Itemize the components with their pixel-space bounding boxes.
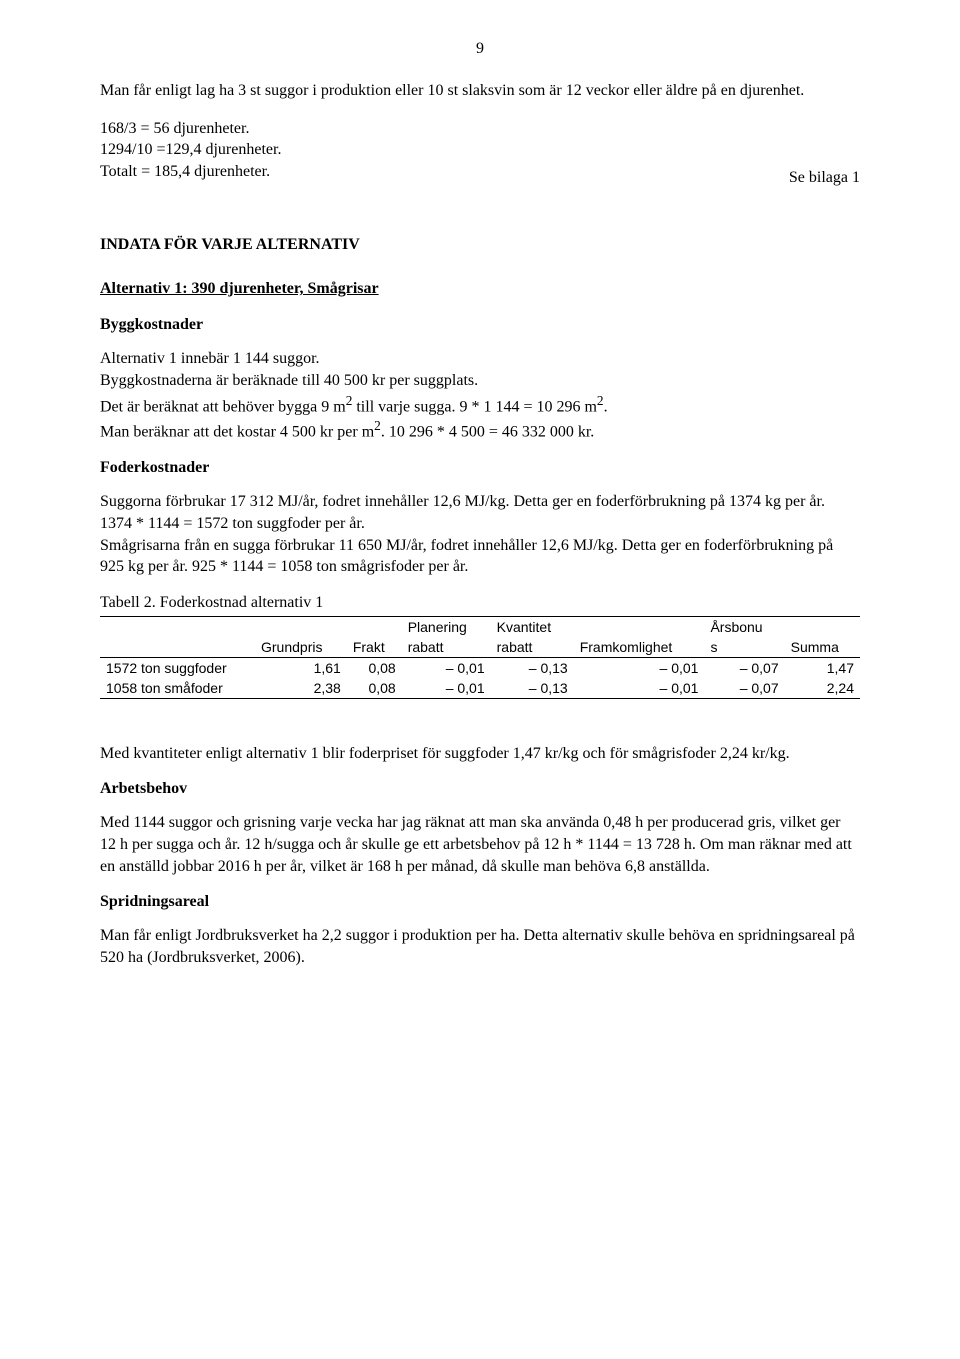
arbets-heading: Arbetsbehov <box>100 780 860 798</box>
alt1-title: Alternativ 1: 390 djurenheter, Smågrisar <box>100 280 860 298</box>
th-arsbonus: s <box>704 637 784 658</box>
row1-v1: 0,08 <box>347 678 402 699</box>
row1-label: 1058 ton småfoder <box>100 678 255 699</box>
th-frakt: Frakt <box>347 637 402 658</box>
intro-total: Totalt = 185,4 djurenheter. <box>100 161 270 189</box>
row0-v0: 1,61 <box>255 657 347 678</box>
intro-calc-2: 1294/10 =129,4 djurenheter. <box>100 139 860 161</box>
bygg-line-4b: . 10 296 * 4 500 = 46 332 000 kr. <box>381 424 594 441</box>
bygg-line-3: Det är beräknat att behöver bygga 9 m 2 t… <box>100 392 860 418</box>
row0-v2: – 0,01 <box>402 657 491 678</box>
foder-paragraph-1: Suggorna förbrukar 17 312 MJ/år, fodret … <box>100 491 860 534</box>
row0-v3: – 0,13 <box>491 657 574 678</box>
th-kvantitet-rabatt: rabatt <box>491 637 574 658</box>
table-row: 1058 ton småfoder 2,38 0,08 – 0,01 – 0,1… <box>100 678 860 699</box>
row1-v6: 2,24 <box>785 678 860 699</box>
row0-v1: 0,08 <box>347 657 402 678</box>
row1-v5: – 0,07 <box>704 678 784 699</box>
row0-v4: – 0,01 <box>574 657 705 678</box>
bygg-line-1: Alternativ 1 innebär 1 144 suggor. <box>100 348 860 370</box>
row1-v3: – 0,13 <box>491 678 574 699</box>
sup-2b: 2 <box>597 393 604 408</box>
foder-heading: Foderkostnader <box>100 459 860 477</box>
row0-v5: – 0,07 <box>704 657 784 678</box>
bygg-heading: Byggkostnader <box>100 316 860 334</box>
page: 9 Man får enligt lag ha 3 st suggor i pr… <box>0 0 960 1359</box>
foder-paragraph-2: Smågrisarna från en sugga förbrukar 11 6… <box>100 535 860 578</box>
row0-label: 1572 ton suggfoder <box>100 657 255 678</box>
th-r1-2 <box>347 616 402 637</box>
sprid-heading: Spridningsareal <box>100 893 860 911</box>
bygg-line-2: Byggkostnaderna är beräknade till 40 500… <box>100 370 860 392</box>
row1-v2: – 0,01 <box>402 678 491 699</box>
arbets-paragraph: Med 1144 suggor och grisning varje vecka… <box>100 812 860 877</box>
table-row: 1572 ton suggfoder 1,61 0,08 – 0,01 – 0,… <box>100 657 860 678</box>
row0-v6: 1,47 <box>785 657 860 678</box>
after-table-paragraph: Med kvantiteter enligt alternativ 1 blir… <box>100 743 860 765</box>
bygg-line-4a: Man beräknar att det kostar 4 500 kr per… <box>100 424 374 441</box>
th-r2-0 <box>100 637 255 658</box>
page-number: 9 <box>100 40 860 58</box>
th-blank-0 <box>100 616 255 637</box>
row1-v0: 2,38 <box>255 678 347 699</box>
table-header-row-2: Grundpris Frakt rabatt rabatt Framkomlig… <box>100 637 860 658</box>
heading-indata: INDATA FÖR VARJE ALTERNATIV <box>100 236 860 254</box>
th-framkomlighet: Framkomlighet <box>574 637 705 658</box>
th-r1-5 <box>574 616 705 637</box>
see-appendix: Se bilaga 1 <box>789 167 860 189</box>
th-grundpris: Grundpris <box>255 637 347 658</box>
sprid-paragraph: Man får enligt Jordbruksverket ha 2,2 su… <box>100 925 860 968</box>
th-r1-1 <box>255 616 347 637</box>
bygg-line-3a: Det är beräknat att behöver bygga 9 m <box>100 398 346 415</box>
th-r1-7 <box>785 616 860 637</box>
th-r1-6: Årsbonu <box>704 616 784 637</box>
intro-paragraph-1: Man får enligt lag ha 3 st suggor i prod… <box>100 80 860 102</box>
sup-2c: 2 <box>374 418 381 433</box>
table-header-row-1: Planering Kvantitet Årsbonu <box>100 616 860 637</box>
row1-v4: – 0,01 <box>574 678 705 699</box>
foder-table: Planering Kvantitet Årsbonu Grundpris Fr… <box>100 616 860 699</box>
th-summa: Summa <box>785 637 860 658</box>
bygg-line-3c: . <box>604 398 608 415</box>
bygg-line-4: Man beräknar att det kostar 4 500 kr per… <box>100 417 860 443</box>
bygg-line-3b: till varje sugga. 9 * 1 144 = 10 296 m <box>352 398 597 415</box>
table-title: Tabell 2. Foderkostnad alternativ 1 <box>100 594 860 612</box>
intro-calc-1: 168/3 = 56 djurenheter. <box>100 118 860 140</box>
th-planering-rabatt: rabatt <box>402 637 491 658</box>
th-r1-3: Planering <box>402 616 491 637</box>
th-r1-4: Kvantitet <box>491 616 574 637</box>
